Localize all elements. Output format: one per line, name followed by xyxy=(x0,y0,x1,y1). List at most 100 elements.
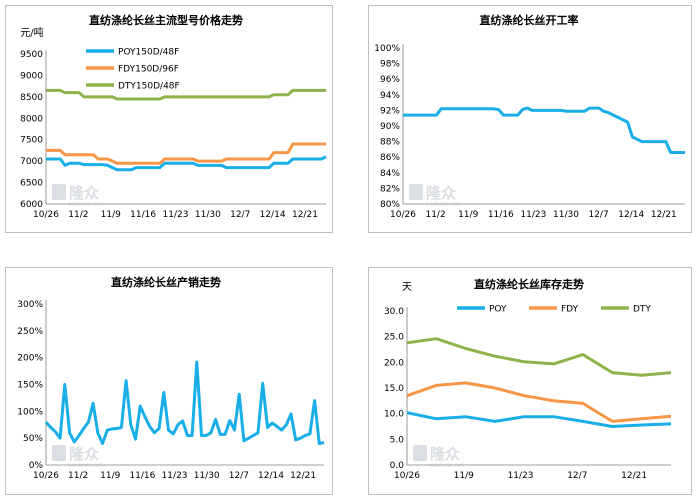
watermark-logo-mark xyxy=(409,184,423,200)
legend-label: DTY xyxy=(633,305,651,315)
x-tick-label: 10/26 xyxy=(390,210,416,220)
chart-panel-inventory: 直纺涤纶长丝库存走势 天 0.0 5.0 10.0 15.0 20.0 25.0 30.0 10/… xyxy=(368,267,692,495)
y-tick-label: 100% xyxy=(17,407,43,417)
x-tick-label: 12/7 xyxy=(230,210,250,220)
y-tick-label: 0.0 xyxy=(390,461,405,471)
y-tick-label: 80% xyxy=(380,200,400,210)
y-tick-label: 9000 xyxy=(20,71,43,81)
x-tick-label: 11/9 xyxy=(101,210,121,220)
chart-title: 直纺涤纶长丝产销走势 xyxy=(111,275,221,289)
x-tick-label: 12/7 xyxy=(588,210,608,220)
x-tick-label: 11/30 xyxy=(195,210,221,220)
x-tick-label: 11/2 xyxy=(425,210,445,220)
chart-title: 直纺涤纶长丝开工率 xyxy=(480,13,579,27)
y-axis-label: 元/吨 xyxy=(20,26,43,39)
x-tick-label: 12/7 xyxy=(567,471,587,481)
x-tick-label: 12/21 xyxy=(290,471,316,481)
x-tick-label: 12/21 xyxy=(621,471,647,481)
watermark-brand-text: 隆众 xyxy=(430,445,460,463)
y-tick-label: 100% xyxy=(374,44,400,54)
watermark-logo-mark xyxy=(413,445,427,461)
series-line-poy150d-48f xyxy=(46,155,327,172)
x-tick-label: 11/9 xyxy=(458,210,478,220)
inventory-chart: 直纺涤纶长丝库存走势 天 0.0 5.0 10.0 15.0 20.0 25.0 30.0 10/… xyxy=(384,277,672,481)
chart-panel-utilization: 直纺涤纶长丝开工率 80% 82% 84% 86% 88% 90% 92% 94% 96% 98% 1… xyxy=(368,5,692,233)
x-tick-label: 11/9 xyxy=(100,471,120,481)
series-line-main xyxy=(44,360,325,445)
x-tick-label: 11/30 xyxy=(553,210,579,220)
watermark-site-text: oilchem.net xyxy=(425,201,461,208)
y-tick-label: 7500 xyxy=(20,136,43,146)
y-tick-label: 150% xyxy=(17,381,43,391)
watermark-brand-text: 隆众 xyxy=(69,445,99,463)
x-tick-label: 11/23 xyxy=(162,471,188,481)
y-tick-label: 94% xyxy=(380,91,400,101)
y-tick-label: 6500 xyxy=(20,179,43,189)
x-tick-label: 12/14 xyxy=(258,471,284,481)
x-tick-label: 11/23 xyxy=(520,210,546,220)
chart-title: 直纺涤纶长丝库存走势 xyxy=(474,277,584,291)
x-tick-label: 10/26 xyxy=(394,471,420,481)
y-tick-label: 5.0 xyxy=(390,435,405,445)
series-line-dty150d-48f xyxy=(46,88,326,101)
x-tick-label: 10/26 xyxy=(33,471,59,481)
watermark-site-text: oilchem.net xyxy=(68,201,104,208)
y-tick-label: 50% xyxy=(23,434,43,444)
y-tick-label: 200% xyxy=(17,354,43,364)
y-tick-label: 9500 xyxy=(20,50,43,60)
series-line-fdy xyxy=(406,381,672,423)
y-tick-label: 8000 xyxy=(20,114,43,124)
chart-title: 直纺涤纶长丝主流型号价格走势 xyxy=(89,13,243,27)
y-tick-label: 250% xyxy=(17,327,43,337)
legend-label: FDY150D/96F xyxy=(118,65,179,75)
watermark-logo-mark xyxy=(52,445,66,461)
series-line-poy xyxy=(406,411,672,428)
y-tick-label: 86% xyxy=(380,153,400,163)
watermark-brand-text: 隆众 xyxy=(69,184,99,202)
watermark-site-text: oilchem.net xyxy=(68,462,104,469)
series-line-main xyxy=(403,106,685,154)
y-tick-label: 6000 xyxy=(20,200,43,210)
y-axis-label: 天 xyxy=(402,282,412,293)
x-tick-label: 11/16 xyxy=(488,210,514,220)
watermark-site-text: oilchem.net xyxy=(429,462,465,469)
y-tick-label: 88% xyxy=(380,138,400,148)
y-tick-label: 25.0 xyxy=(384,333,404,343)
x-tick-label: 11/16 xyxy=(129,471,155,481)
y-tick-label: 92% xyxy=(380,106,400,116)
legend-label: FDY xyxy=(561,305,579,315)
y-tick-label: 15.0 xyxy=(384,384,404,394)
y-tick-label: 90% xyxy=(380,122,400,132)
x-tick-label: 11/2 xyxy=(68,210,88,220)
y-tick-label: 82% xyxy=(380,184,400,194)
chart-panel-price: 直纺涤纶长丝主流型号价格走势元/吨 6000 6500 7000 7500 8000 850… xyxy=(5,5,333,233)
x-tick-label: 12/14 xyxy=(260,210,286,220)
x-tick-label: 11/23 xyxy=(163,210,189,220)
x-tick-label: 10/26 xyxy=(33,210,59,220)
legend-label: POY xyxy=(489,305,507,315)
y-tick-label: 84% xyxy=(380,169,400,179)
x-tick-label: 12/21 xyxy=(651,210,677,220)
y-tick-label: 7000 xyxy=(20,157,43,167)
x-tick-label: 12/14 xyxy=(618,210,644,220)
sales-chart: 直纺涤纶长丝产销走势 0% 50% 100% 150% 200% 250% 300% 10/26… xyxy=(17,275,325,481)
utilization-chart: 直纺涤纶长丝开工率 80% 82% 84% 86% 88% 90% 92% 94% 96% 98% 1… xyxy=(374,13,685,220)
series-line-dty xyxy=(406,337,672,377)
x-tick-label: 11/2 xyxy=(68,471,88,481)
legend-label: DTY150D/48F xyxy=(118,82,180,92)
x-tick-label: 11/23 xyxy=(508,471,534,481)
x-tick-label: 11/30 xyxy=(194,471,220,481)
legend-label: POY150D/48F xyxy=(118,48,179,58)
y-tick-label: 30.0 xyxy=(384,307,404,317)
y-tick-label: 10.0 xyxy=(384,410,404,420)
y-tick-label: 98% xyxy=(380,60,400,70)
y-tick-label: 8500 xyxy=(20,93,43,103)
x-tick-label: 11/16 xyxy=(130,210,156,220)
x-tick-label: 12/21 xyxy=(292,210,318,220)
watermark-logo-mark xyxy=(52,184,66,200)
x-tick-label: 11/9 xyxy=(454,471,474,481)
